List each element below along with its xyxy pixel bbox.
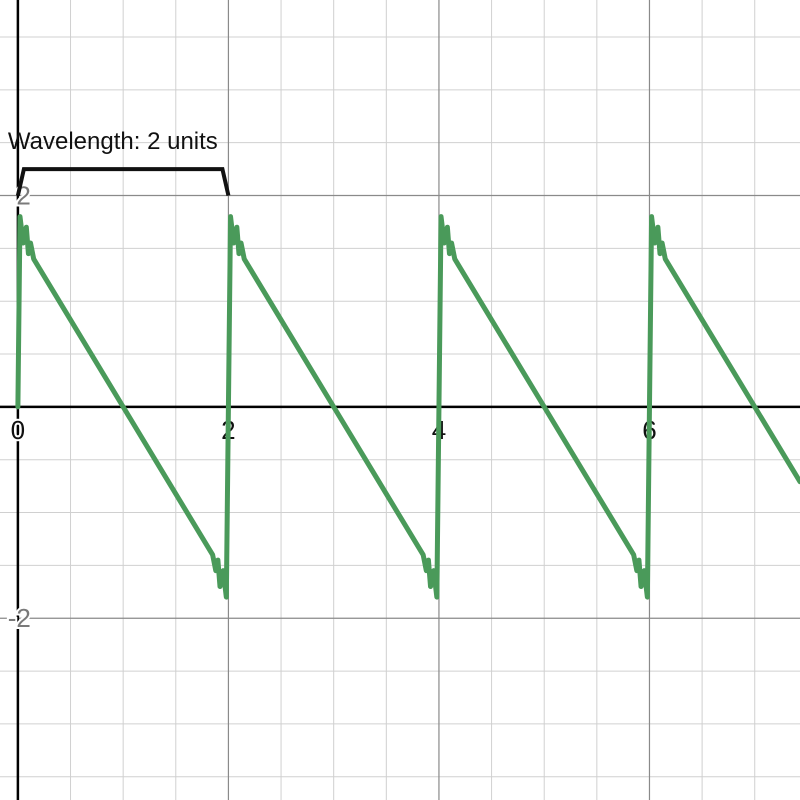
y-tick-label: -2 (8, 603, 31, 633)
sawtooth-line (15, 214, 800, 600)
sawtooth-curve (15, 214, 800, 600)
wavelength-label: Wavelength: 2 units (8, 128, 218, 155)
x-tick-label: 0 (11, 415, 25, 445)
wavelength-annotation: Wavelength: 2 units (8, 128, 231, 196)
tick-labels: 0 2 4 62-2 (6, 179, 659, 636)
wavelength-bracket (15, 167, 231, 196)
